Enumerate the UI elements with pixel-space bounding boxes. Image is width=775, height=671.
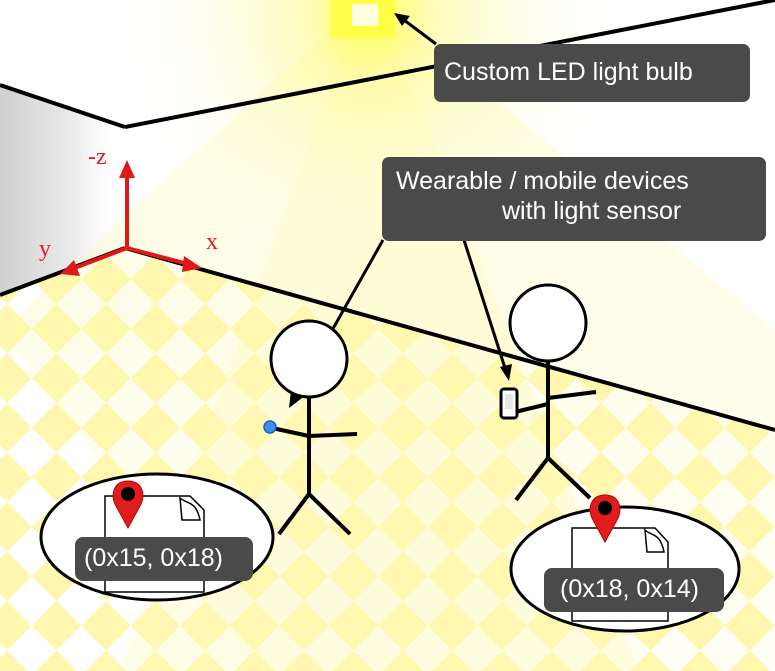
person-mobile (508, 283, 597, 502)
location-coordinates-right: (0x18, 0x14) (544, 568, 724, 612)
led-bulb-core (352, 4, 378, 26)
location-coordinates-left: (0x15, 0x18) (75, 537, 253, 581)
led-bulb-label: Custom LED light bulb (444, 58, 693, 86)
wearable-callout: Wearable / mobile devices with light sen… (382, 157, 766, 241)
axis-label-x: x (206, 229, 218, 255)
ceiling-edge-left (0, 83, 126, 129)
wearable-label-line2: with light sensor (502, 197, 682, 225)
location-pin-icon (589, 494, 621, 544)
axis-label-z: -z (88, 144, 107, 170)
mobile-phone-icon (499, 387, 519, 420)
person-wearable (269, 319, 358, 536)
location-pin-icon (112, 480, 144, 530)
axes-origin (60, 160, 202, 276)
led-bulb-callout: Custom LED light bulb (434, 44, 750, 102)
floor-edge-right (124, 246, 775, 432)
wearable-sensor-icon (263, 420, 277, 434)
axis-label-y: y (39, 236, 51, 262)
wearable-label-line1: Wearable / mobile devices (396, 167, 689, 195)
